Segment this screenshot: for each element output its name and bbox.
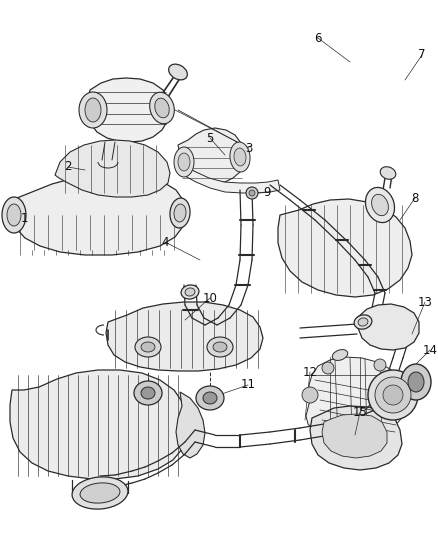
Text: 14: 14 bbox=[423, 343, 438, 357]
Polygon shape bbox=[183, 166, 280, 193]
Ellipse shape bbox=[141, 342, 155, 352]
Ellipse shape bbox=[169, 64, 187, 80]
Polygon shape bbox=[87, 78, 170, 142]
Ellipse shape bbox=[332, 350, 348, 360]
Ellipse shape bbox=[380, 167, 396, 179]
Text: 12: 12 bbox=[303, 366, 318, 378]
Ellipse shape bbox=[401, 364, 431, 400]
Ellipse shape bbox=[7, 204, 21, 226]
Polygon shape bbox=[55, 140, 170, 197]
Ellipse shape bbox=[371, 195, 389, 216]
Ellipse shape bbox=[178, 153, 190, 171]
Text: 10: 10 bbox=[202, 292, 217, 304]
Ellipse shape bbox=[374, 359, 386, 371]
Ellipse shape bbox=[358, 318, 368, 326]
Ellipse shape bbox=[203, 392, 217, 404]
Text: 6: 6 bbox=[314, 31, 322, 44]
Polygon shape bbox=[306, 357, 407, 441]
Polygon shape bbox=[106, 302, 263, 371]
Ellipse shape bbox=[134, 381, 162, 405]
Ellipse shape bbox=[2, 197, 26, 233]
Text: 13: 13 bbox=[417, 295, 432, 309]
Ellipse shape bbox=[246, 187, 258, 199]
Ellipse shape bbox=[181, 285, 199, 299]
Ellipse shape bbox=[174, 147, 194, 177]
Text: 3: 3 bbox=[245, 141, 253, 155]
Ellipse shape bbox=[207, 337, 233, 357]
Text: 15: 15 bbox=[353, 406, 367, 418]
Ellipse shape bbox=[170, 198, 190, 228]
Ellipse shape bbox=[368, 370, 418, 420]
Ellipse shape bbox=[383, 385, 403, 405]
Text: 1: 1 bbox=[20, 212, 28, 224]
Ellipse shape bbox=[150, 92, 174, 124]
Text: 4: 4 bbox=[161, 236, 169, 248]
Ellipse shape bbox=[80, 483, 120, 503]
Polygon shape bbox=[278, 199, 412, 297]
Ellipse shape bbox=[85, 98, 101, 122]
Polygon shape bbox=[8, 175, 186, 255]
Ellipse shape bbox=[185, 288, 195, 296]
Ellipse shape bbox=[72, 477, 128, 509]
Ellipse shape bbox=[155, 98, 169, 118]
Ellipse shape bbox=[135, 337, 161, 357]
Ellipse shape bbox=[354, 315, 372, 329]
Ellipse shape bbox=[141, 387, 155, 399]
Ellipse shape bbox=[213, 342, 227, 352]
Ellipse shape bbox=[174, 204, 186, 222]
Ellipse shape bbox=[230, 142, 250, 172]
Ellipse shape bbox=[249, 190, 255, 196]
Polygon shape bbox=[10, 370, 188, 479]
Ellipse shape bbox=[79, 92, 107, 128]
Text: 7: 7 bbox=[418, 49, 426, 61]
Ellipse shape bbox=[322, 362, 334, 374]
Text: 9: 9 bbox=[263, 185, 271, 198]
Polygon shape bbox=[176, 392, 205, 458]
Ellipse shape bbox=[408, 372, 424, 392]
Ellipse shape bbox=[234, 148, 246, 166]
Polygon shape bbox=[322, 414, 387, 458]
Polygon shape bbox=[357, 304, 419, 350]
Ellipse shape bbox=[375, 377, 411, 413]
Text: 2: 2 bbox=[64, 160, 72, 174]
Ellipse shape bbox=[302, 387, 318, 403]
Text: 5: 5 bbox=[206, 132, 214, 144]
Polygon shape bbox=[178, 128, 244, 183]
Text: 8: 8 bbox=[411, 191, 419, 205]
Text: 11: 11 bbox=[240, 378, 255, 392]
Ellipse shape bbox=[365, 188, 395, 223]
Ellipse shape bbox=[196, 386, 224, 410]
Polygon shape bbox=[310, 406, 402, 470]
